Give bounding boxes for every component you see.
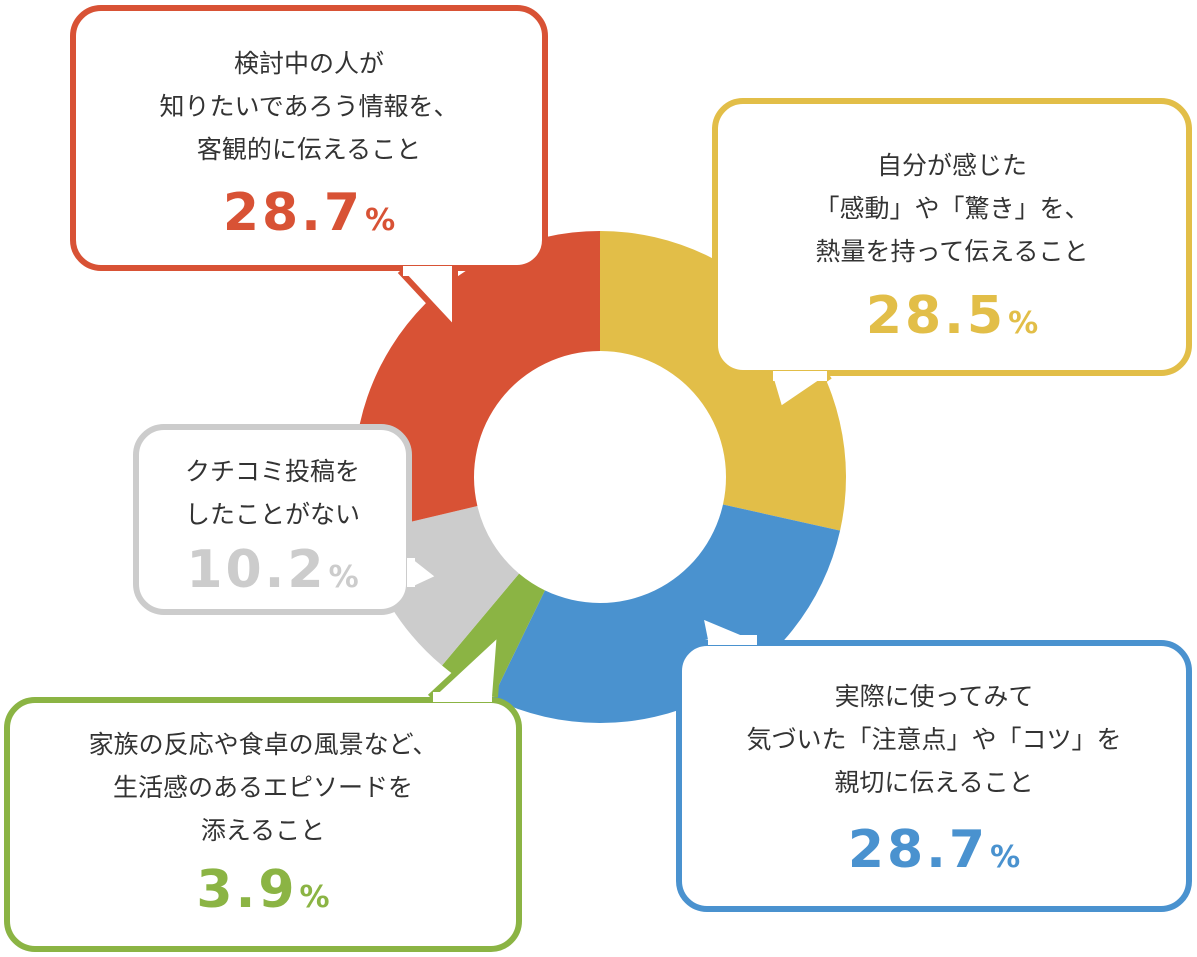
callout-pointer-practical: [695, 610, 762, 643]
callout-lifestyle: [4, 624, 522, 952]
slice-label-line: したことがない: [184, 500, 360, 529]
slice-value-unit: %: [990, 840, 1021, 875]
slice-label-practical: 実際に使ってみて気づいた「注意点」や「コツ」を 親切に伝えること: [676, 675, 1192, 804]
slice-value-unit: %: [365, 203, 396, 238]
callout-pointer-never: [410, 552, 446, 593]
slice-value-unit: %: [1008, 306, 1039, 341]
callout-pointer-joint-lifestyle: [433, 692, 492, 702]
slice-value-practical: 28.7%: [676, 820, 1192, 880]
slice-label-line: 家族の反応や食卓の風景など、: [88, 730, 438, 759]
slice-label-line: 添えること: [200, 816, 326, 845]
callout-pointer-emotion: [767, 373, 832, 415]
slice-label-line: 検討中の人が: [233, 49, 384, 78]
slice-value-emotion: 28.5%: [712, 286, 1192, 346]
slice-value-never: 10.2%: [133, 540, 412, 600]
slice-value-number: 28.5: [865, 286, 1007, 346]
callout-bubbles: [4, 5, 1192, 952]
callout-pointer-joint-never: [407, 558, 415, 587]
callout-box-lifestyle: [4, 697, 522, 952]
slice-label-line: 知りたいであろう情報を、: [159, 92, 459, 121]
callout-box-practical: [676, 640, 1192, 912]
slice-value-unit: %: [328, 560, 359, 595]
callout-practical: [676, 610, 1192, 912]
slice-label-emotion: 自分が感じた「感動」や「驚き」を、 熱量を持って伝えること: [712, 144, 1192, 273]
slice-label-line: 「感動」や「驚き」を、: [814, 194, 1090, 223]
slice-label-lifestyle: 家族の反応や食卓の風景など、 生活感のあるエピソードを 添えること: [4, 723, 522, 852]
callout-objective: [70, 5, 548, 338]
callout-pointer-lifestyle: [427, 624, 504, 700]
slice-label-line: 気づいた「注意点」や「コツ」を: [746, 725, 1122, 754]
callout-pointer-joint-objective: [403, 266, 452, 276]
slice-label-line: 客観的に伝えること: [196, 135, 422, 164]
slice-value-number: 3.9: [196, 860, 298, 920]
slice-label-objective: 検討中の人が知りたいであろう情報を、 客観的に伝えること: [70, 42, 548, 171]
slice-value-objective: 28.7%: [70, 183, 548, 243]
callout-box-emotion: [712, 98, 1192, 376]
slice-value-lifestyle: 3.9%: [4, 860, 522, 920]
slice-objective: [354, 231, 600, 534]
slice-label-never: クチコミ投稿を したことがない: [133, 450, 412, 536]
callout-pointer-objective: [397, 268, 458, 338]
slice-value-number: 28.7: [847, 820, 989, 880]
slice-value-number: 28.7: [222, 183, 364, 243]
slice-label-line: クチコミ投稿を: [184, 457, 360, 486]
callout-box-objective: [70, 5, 548, 271]
slice-label-line: 熱量を持って伝えること: [815, 237, 1089, 266]
callout-pointer-joint-practical: [708, 635, 757, 645]
slice-label-line: 自分が感じた: [876, 151, 1027, 180]
callout-box-never: [133, 424, 412, 615]
slice-value-number: 10.2: [186, 540, 327, 600]
slice-value-unit: %: [299, 880, 330, 915]
callout-never: [133, 424, 446, 615]
slice-label-line: 生活感のあるエピソードを: [112, 773, 413, 802]
slice-label-line: 実際に使ってみて: [834, 682, 1034, 711]
callout-pointer-joint-emotion: [773, 371, 827, 381]
slice-label-line: 親切に伝えること: [834, 768, 1034, 797]
slice-emotion: [600, 231, 846, 531]
callout-emotion: [712, 98, 1192, 415]
